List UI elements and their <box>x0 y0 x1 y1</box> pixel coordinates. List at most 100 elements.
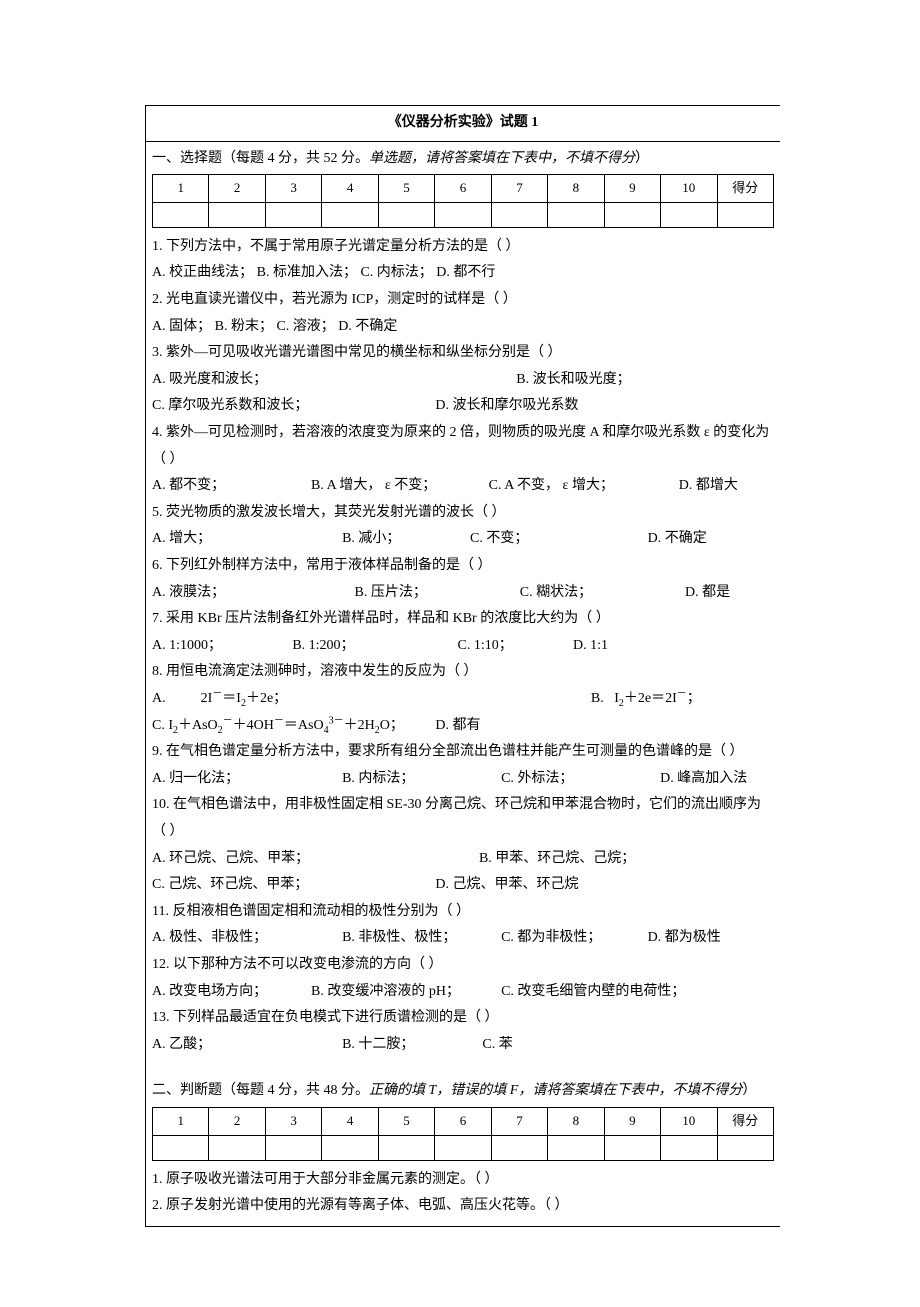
q1-options: A. 校正曲线法； B. 标准加入法； C. 内标法； D. 都不行 <box>152 260 774 287</box>
q9-text: 9. 在气相色谱定量分析方法中，要求所有组分全部流出色谱柱并能产生可测量的色谱峰… <box>152 739 774 766</box>
q3-optC: C. 摩尔吸光系数和波长； <box>152 393 432 420</box>
grid-header: 6 <box>435 175 491 203</box>
grid-header: 3 <box>265 175 321 203</box>
q6-optC: C. 糊状法； <box>520 580 682 607</box>
q1-text: 1. 下列方法中，不属于常用原子光谱定量分析方法的是（ ） <box>152 234 774 261</box>
q12-optC: C. 改变毛细管内壁的电荷性； <box>501 979 685 1006</box>
grid-header: 8 <box>548 175 604 203</box>
q11-optB: B. 非极性、极性； <box>342 925 498 952</box>
grid-answer-cell[interactable] <box>661 1135 717 1160</box>
q11-optA: A. 极性、非极性； <box>152 925 339 952</box>
q2-text: 2. 光电直读光谱仪中，若光源为 ICP，测定时的试样是（ ） <box>152 287 774 314</box>
q9-optB: B. 内标法； <box>342 766 498 793</box>
grid-answer-row <box>153 202 774 227</box>
q10-optB: B. 甲苯、环己烷、己烷； <box>479 846 635 873</box>
q3-options-ab: A. 吸光度和波长； B. 波长和吸光度； <box>152 367 774 394</box>
grid-answer-cell[interactable] <box>491 202 547 227</box>
q8-text: 8. 用恒电流滴定法测砷时，溶液中发生的反应为（ ） <box>152 659 774 686</box>
section1-answer-grid: 1 2 3 4 5 6 7 8 9 10 得分 <box>152 174 774 228</box>
q8-optB: B. I2＋2e＝2I－； <box>591 686 701 713</box>
grid-answer-cell[interactable] <box>548 202 604 227</box>
grid-answer-cell[interactable] <box>435 202 491 227</box>
q4-optC: C. A 不变， ε 增大； <box>489 473 676 500</box>
grid-answer-cell[interactable] <box>265 202 321 227</box>
grid-answer-cell[interactable] <box>661 202 717 227</box>
grid-answer-cell[interactable] <box>153 202 209 227</box>
grid-answer-cell[interactable] <box>322 1135 378 1160</box>
q6-text: 6. 下列红外制样方法中，常用于液体样品制备的是（ ） <box>152 553 774 580</box>
q5-optD: D. 不确定 <box>648 526 707 553</box>
q5-optA: A. 增大； <box>152 526 339 553</box>
grid-header: 9 <box>604 1107 660 1135</box>
q4-optB: B. A 增大， ε 不变； <box>311 473 485 500</box>
grid-answer-cell[interactable] <box>378 1135 434 1160</box>
exam-title: 《仪器分析实验》试题 1 <box>146 106 780 142</box>
grid-header: 10 <box>661 175 717 203</box>
q10-options-cd: C. 己烷、环己烷、甲苯； D. 己烷、甲苯、环己烷 <box>152 872 774 899</box>
section2-head-italic: 正确的填 T，错误的填 F，请将答案填在下表中，不填不得分 <box>369 1083 742 1098</box>
grid-answer-cell[interactable] <box>209 202 265 227</box>
q11-optD: D. 都为极性 <box>648 925 721 952</box>
section1-head-close: ） <box>635 151 649 166</box>
grid-header: 2 <box>209 175 265 203</box>
spacer <box>152 1058 774 1076</box>
grid-header-score: 得分 <box>717 175 773 203</box>
q5-text: 5. 荧光物质的激发波长增大，其荧光发射光谱的波长（ ） <box>152 500 774 527</box>
q4-optD: D. 都增大 <box>679 473 738 500</box>
page-content: 一、选择题（每题 4 分，共 52 分。单选题，请将答案填在下表中，不填不得分）… <box>146 142 780 1226</box>
grid-answer-cell[interactable] <box>322 202 378 227</box>
section1-heading: 一、选择题（每题 4 分，共 52 分。单选题，请将答案填在下表中，不填不得分） <box>152 146 774 173</box>
grid-answer-cell[interactable] <box>491 1135 547 1160</box>
section1-head-plain: 一、选择题（每题 4 分，共 52 分。 <box>152 151 369 166</box>
grid-answer-cell[interactable] <box>153 1135 209 1160</box>
q10-optC: C. 己烷、环己烷、甲苯； <box>152 872 432 899</box>
grid-header: 8 <box>548 1107 604 1135</box>
grid-header: 1 <box>153 1107 209 1135</box>
q7-optB: B. 1:200； <box>292 633 454 660</box>
grid-answer-cell[interactable] <box>209 1135 265 1160</box>
grid-answer-cell[interactable] <box>604 202 660 227</box>
grid-header: 2 <box>209 1107 265 1135</box>
q10-optD: D. 己烷、甲苯、环己烷 <box>435 872 578 899</box>
section2-answer-grid: 1 2 3 4 5 6 7 8 9 10 得分 <box>152 1107 774 1161</box>
grid-score-cell[interactable] <box>717 1135 773 1160</box>
grid-answer-cell[interactable] <box>378 202 434 227</box>
grid-answer-cell[interactable] <box>435 1135 491 1160</box>
q8-optC: C. I2＋AsO2－＋4OH－＝AsO43－＋2H2O； <box>152 713 432 740</box>
q13-optA: A. 乙酸； <box>152 1032 339 1059</box>
grid-score-cell[interactable] <box>717 202 773 227</box>
q8-options-cd: C. I2＋AsO2－＋4OH－＝AsO43－＋2H2O； D. 都有 <box>152 713 774 740</box>
q6-optB: B. 压片法； <box>355 580 517 607</box>
q3-optA: A. 吸光度和波长； <box>152 367 513 394</box>
q6-options: A. 液膜法； B. 压片法； C. 糊状法； D. 都是 <box>152 580 774 607</box>
q5-optC: C. 不变； <box>470 526 644 553</box>
grid-header: 3 <box>265 1107 321 1135</box>
grid-header: 1 <box>153 175 209 203</box>
grid-header: 7 <box>491 175 547 203</box>
j2-text: 2. 原子发射光谱中使用的光源有等离子体、电弧、高压火花等。（ ） <box>152 1193 774 1220</box>
grid-header: 7 <box>491 1107 547 1135</box>
q12-options: A. 改变电场方向； B. 改变缓冲溶液的 pH； C. 改变毛细管内壁的电荷性… <box>152 979 774 1006</box>
grid-header-row: 1 2 3 4 5 6 7 8 9 10 得分 <box>153 175 774 203</box>
q6-optD: D. 都是 <box>685 580 730 607</box>
grid-header: 5 <box>378 1107 434 1135</box>
q5-options: A. 增大； B. 减小； C. 不变； D. 不确定 <box>152 526 774 553</box>
grid-header: 4 <box>322 175 378 203</box>
q2-options: A. 固体； B. 粉末； C. 溶液； D. 不确定 <box>152 314 774 341</box>
grid-answer-row <box>153 1135 774 1160</box>
grid-answer-cell[interactable] <box>265 1135 321 1160</box>
grid-answer-cell[interactable] <box>548 1135 604 1160</box>
q13-options: A. 乙酸； B. 十二胺； C. 苯 <box>152 1032 774 1059</box>
q7-optA: A. 1:1000； <box>152 633 289 660</box>
section2-head-plain: 二、判断题（每题 4 分，共 48 分。 <box>152 1083 369 1098</box>
q9-options: A. 归一化法； B. 内标法； C. 外标法； D. 峰高加入法 <box>152 766 774 793</box>
q11-options: A. 极性、非极性； B. 非极性、极性； C. 都为非极性； D. 都为极性 <box>152 925 774 952</box>
q13-text: 13. 下列样品最适宜在负电模式下进行质谱检测的是（ ） <box>152 1005 774 1032</box>
grid-header: 6 <box>435 1107 491 1135</box>
q3-optB: B. 波长和吸光度； <box>516 367 630 394</box>
grid-answer-cell[interactable] <box>604 1135 660 1160</box>
section2-head-close: ） <box>742 1083 756 1098</box>
grid-header: 9 <box>604 175 660 203</box>
section2-heading: 二、判断题（每题 4 分，共 48 分。正确的填 T，错误的填 F，请将答案填在… <box>152 1078 774 1105</box>
q10-optA: A. 环己烷、己烷、甲苯； <box>152 846 475 873</box>
